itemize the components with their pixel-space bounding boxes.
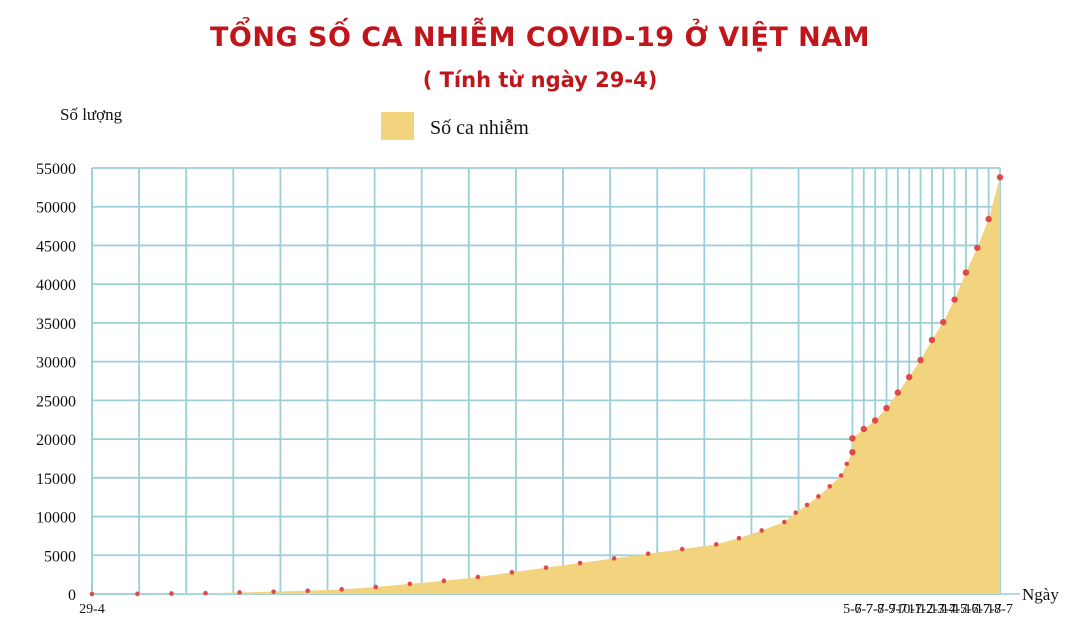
data-point: [543, 565, 549, 570]
data-point: [759, 528, 764, 533]
x-tick-label: 18-7: [987, 602, 1013, 617]
y-tick-label: 55000: [36, 161, 76, 178]
x-tick-label: 7-7: [866, 602, 885, 617]
data-point: [135, 591, 140, 597]
data-point: [577, 560, 583, 566]
data-point: [736, 535, 742, 541]
x-tick-label: 17-7: [976, 602, 1002, 617]
data-point: [339, 587, 345, 592]
area-layer: [92, 177, 1000, 594]
data-point: [906, 373, 913, 381]
data-point: [679, 546, 685, 552]
x-tick-label: 11-7: [908, 602, 933, 617]
x-tick-label: 10-7: [896, 602, 922, 617]
data-point: [237, 590, 242, 595]
y-tick-label: 50000: [36, 200, 76, 217]
y-tick-label: 5000: [44, 548, 76, 565]
y-tick-label: 15000: [36, 471, 76, 488]
data-point: [89, 591, 95, 597]
data-point: [305, 588, 310, 594]
y-tick-label: 20000: [36, 432, 76, 449]
chart-subtitle: ( Tính từ ngày 29-4): [422, 68, 658, 92]
data-point: [894, 389, 902, 396]
legend-label: Số ca nhiễm: [430, 117, 529, 139]
axis-ticks: 0 5000 10000 15000 20000 25000 30000 35000 40000…: [36, 161, 1013, 617]
data-point: [169, 591, 174, 596]
data-point: [827, 484, 833, 489]
data-point: [962, 269, 970, 276]
y-tick-label: 10000: [36, 510, 76, 527]
x-tick-label: 29-4: [79, 602, 105, 617]
data-point: [849, 435, 856, 442]
data-point: [871, 417, 879, 424]
x-tick-label: 5-7: [843, 602, 862, 617]
data-point: [407, 581, 413, 587]
data-point: [203, 590, 208, 596]
y-tick-label: 35000: [36, 316, 76, 333]
y-tick-label: 45000: [36, 238, 76, 255]
data-point: [782, 519, 787, 525]
data-point: [940, 318, 947, 326]
x-tick-label: 12-7: [919, 602, 945, 617]
data-point: [713, 542, 719, 547]
y-tick-label: 0: [68, 587, 76, 604]
data-point: [441, 578, 447, 584]
data-point: [985, 215, 992, 223]
x-tick-label: 16-7: [964, 602, 990, 617]
data-point: [928, 336, 936, 344]
data-point: [645, 551, 651, 557]
y-tick-label: 25000: [36, 393, 76, 410]
x-tick-label: 9-7: [889, 602, 908, 617]
data-point: [849, 449, 856, 456]
legend-swatch: [381, 112, 414, 140]
data-point: [860, 425, 867, 433]
data-point: [838, 473, 844, 478]
data-point: [793, 510, 798, 515]
x-tick-label: 8-7: [877, 602, 896, 617]
x-tick-label: 14-7: [942, 602, 968, 617]
y-tick-label: 30000: [36, 355, 76, 372]
data-point: [951, 296, 958, 303]
x-tick-label: 13-7: [930, 602, 956, 617]
x-tick-label: 6-7: [854, 602, 873, 617]
y-tick-label: 40000: [36, 277, 76, 294]
data-points: [89, 174, 1004, 597]
area-series: [92, 177, 1000, 594]
data-point: [996, 174, 1004, 181]
data-point: [509, 570, 515, 575]
data-point: [804, 502, 810, 508]
data-point: [271, 589, 276, 594]
data-point: [816, 494, 821, 499]
data-point: [974, 244, 981, 251]
data-point: [611, 556, 617, 561]
x-axis-label: Ngày: [1022, 585, 1059, 604]
data-point: [844, 461, 850, 467]
data-point: [475, 574, 481, 580]
x-tick-label: 15-7: [953, 602, 979, 617]
data-point: [883, 404, 890, 412]
chart-title: TỔNG SỐ CA NHIỄM COVID-19 Ở VIỆT NAM: [209, 22, 870, 53]
data-point: [917, 356, 924, 364]
data-point: [373, 584, 379, 590]
y-axis-label: Số lượng: [60, 105, 123, 124]
